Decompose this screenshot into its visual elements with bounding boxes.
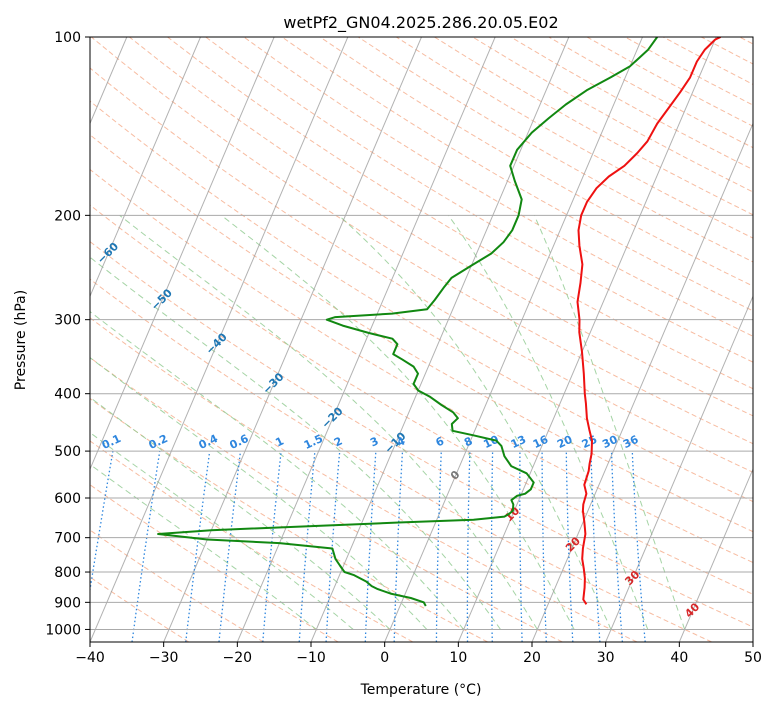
x-tick-label: 10	[449, 650, 467, 666]
y-tick-label: 700	[54, 531, 81, 547]
y-tick-label: 900	[54, 595, 81, 611]
x-tick-label: −20	[223, 650, 253, 666]
y-axis-label: Pressure (hPa)	[13, 290, 29, 390]
x-tick-label: −10	[296, 650, 326, 666]
x-tick-label: −40	[75, 650, 105, 666]
y-tick-label: 500	[54, 444, 81, 460]
x-tick-label: 20	[523, 650, 541, 666]
y-tick-label: 200	[54, 208, 81, 224]
x-axis-label: Temperature (°C)	[360, 682, 482, 698]
chart-title: wetPf2_GN04.2025.286.20.05.E02	[283, 13, 558, 33]
x-tick-label: 30	[597, 650, 615, 666]
y-tick-label: 1000	[45, 622, 81, 638]
y-tick-label: 100	[54, 30, 81, 46]
y-tick-label: 800	[54, 565, 81, 581]
x-tick-label: 40	[670, 650, 688, 666]
x-tick-label: 50	[744, 650, 762, 666]
x-tick-label: 0	[380, 650, 389, 666]
y-tick-label: 400	[54, 387, 81, 403]
y-tick-label: 600	[54, 491, 81, 507]
x-tick-label: −30	[149, 650, 179, 666]
y-tick-label: 300	[54, 313, 81, 329]
